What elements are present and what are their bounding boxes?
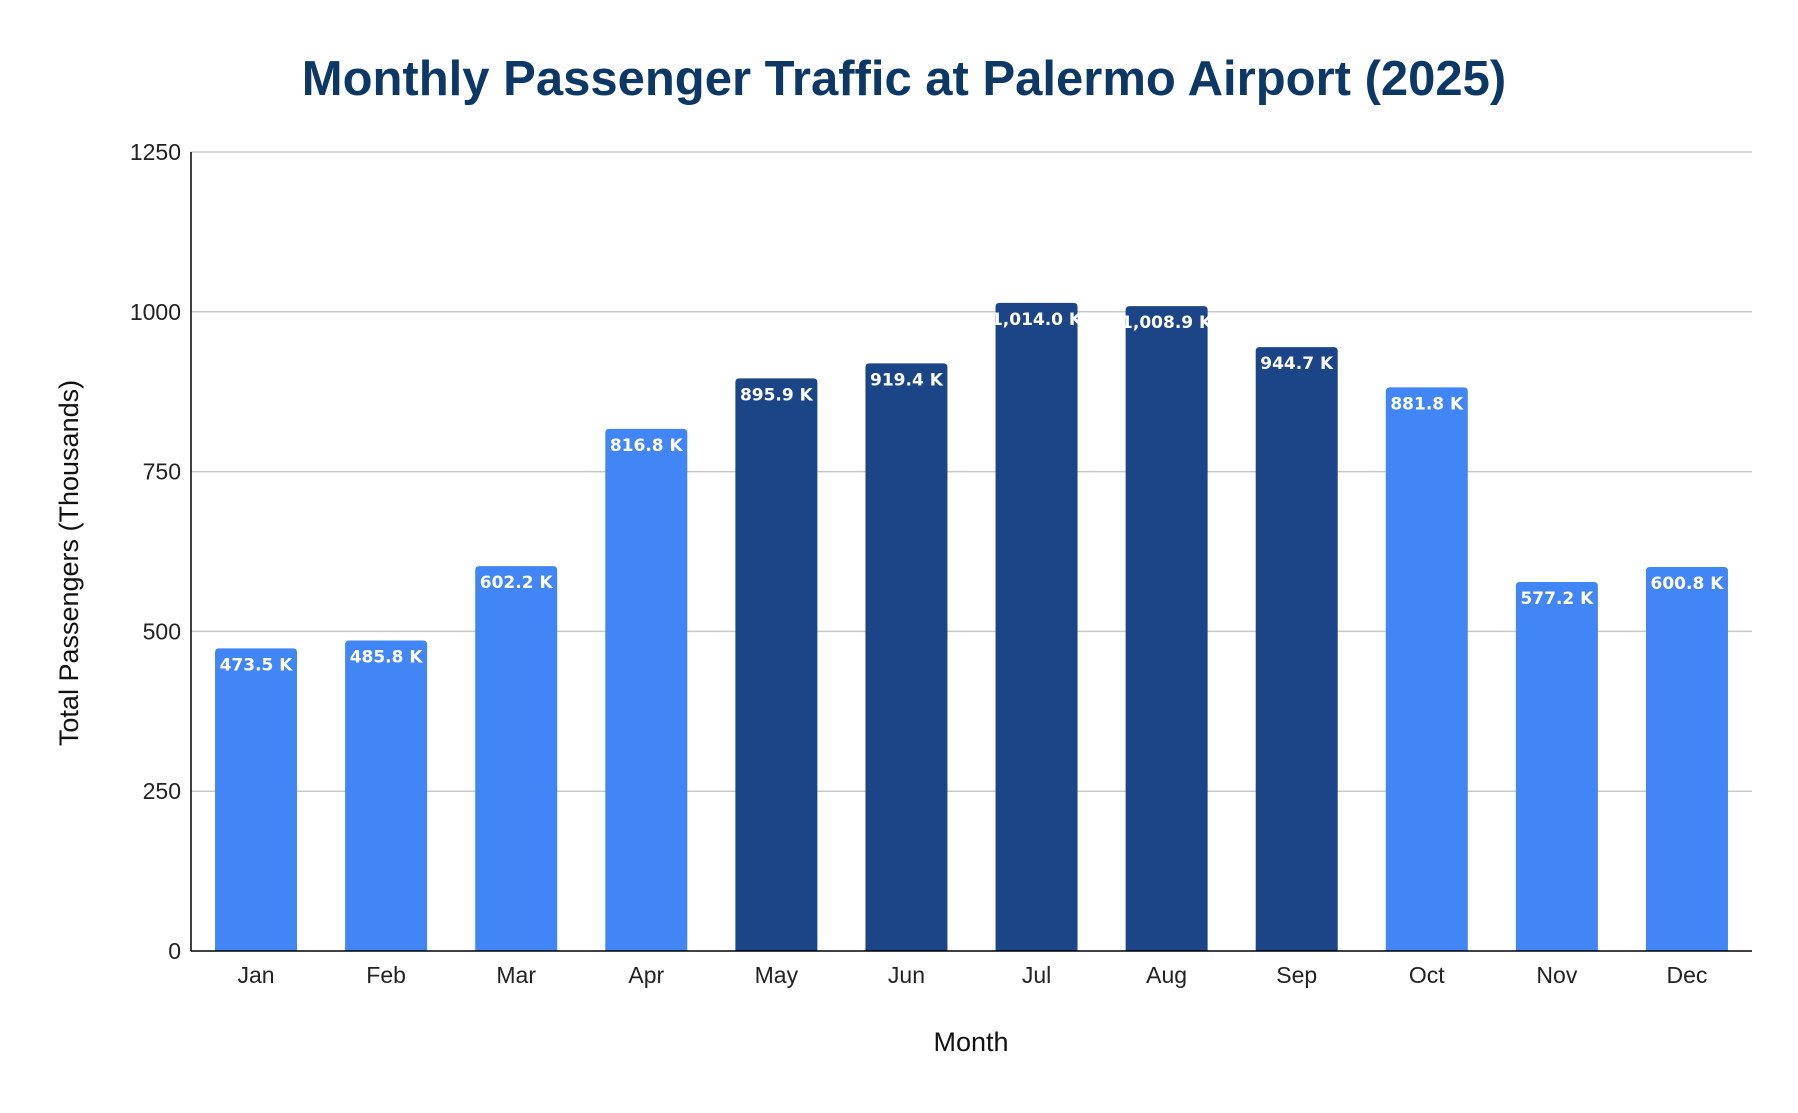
bar-feb [345, 640, 428, 951]
data-label-nov: 577.2 K [1520, 589, 1594, 609]
y-tick-label: 750 [143, 459, 181, 485]
data-label-aug: 1,008.9 K [1121, 313, 1213, 333]
x-tick-labels: Jan Feb Mar Apr May Jun Jul Aug Sep Oct Nov Dec [237, 962, 1707, 988]
data-label-sep: 944.7 K [1260, 354, 1334, 374]
bar-sep [1255, 347, 1338, 951]
data-label-apr: 816.8 K [610, 436, 684, 456]
data-label-jan: 473.5 K [220, 655, 294, 675]
chart-title: Monthly Passenger Traffic at Palermo Air… [302, 52, 1506, 106]
bar-nov [1515, 582, 1598, 951]
bar-may [735, 378, 818, 952]
bar-aug [1125, 306, 1208, 952]
x-tick-label: Aug [1146, 962, 1187, 988]
x-tick-label: Feb [366, 962, 406, 988]
bar-jun [865, 363, 948, 951]
data-label-jun: 919.4 K [870, 370, 944, 390]
bars: 473.5 K 485.8 K 602.2 K 816.8 K 895.9 K 919.4… [215, 302, 1728, 952]
data-label-feb: 485.8 K [350, 647, 424, 667]
x-tick-label: Jan [237, 962, 274, 988]
bar-jul [995, 302, 1078, 951]
data-label-jul: 1,014.0 K [991, 310, 1083, 330]
x-tick-label: Mar [496, 962, 536, 988]
axes [190, 152, 1752, 952]
bar-mar [475, 566, 558, 951]
y-tick-label: 1000 [130, 299, 181, 325]
bar-oct [1385, 387, 1468, 951]
bar-apr [605, 428, 688, 951]
x-tick-label: Nov [1536, 962, 1577, 988]
y-axis-title: Total Passengers (Thousands) [54, 380, 84, 746]
gridlines [191, 151, 1752, 792]
x-tick-label: Sep [1276, 962, 1317, 988]
y-tick-labels: 0 250 500 750 1000 1250 [130, 139, 181, 964]
y-tick-label: 250 [143, 778, 181, 804]
bar-jan [215, 648, 298, 951]
x-tick-label: Apr [628, 962, 664, 988]
x-tick-label: Dec [1667, 962, 1708, 988]
x-tick-label: Oct [1409, 962, 1445, 988]
x-tick-label: May [755, 962, 799, 988]
y-tick-label: 500 [143, 618, 181, 644]
y-tick-label: 0 [168, 938, 181, 964]
data-label-dec: 600.8 K [1651, 574, 1725, 594]
data-label-mar: 602.2 K [480, 573, 554, 593]
x-axis-title: Month [933, 1027, 1008, 1057]
bar-dec [1645, 566, 1728, 951]
y-tick-label: 1250 [130, 139, 181, 165]
x-tick-label: Jul [1022, 962, 1051, 988]
data-label-oct: 881.8 K [1390, 394, 1464, 414]
data-label-may: 895.9 K [740, 385, 814, 405]
x-tick-label: Jun [888, 962, 925, 988]
